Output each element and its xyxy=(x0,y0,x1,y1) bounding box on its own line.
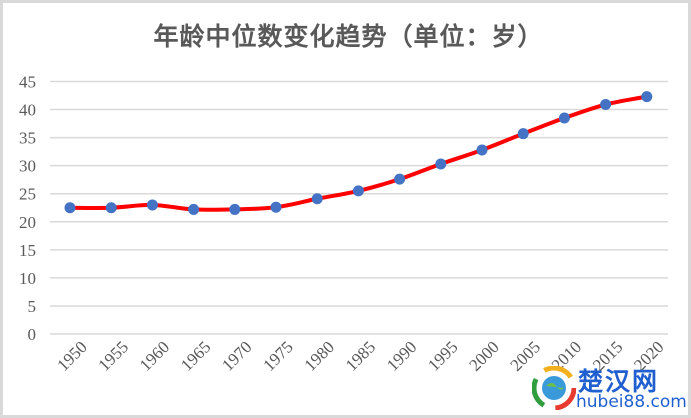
x-tick-label: 1955 xyxy=(95,337,132,374)
data-point xyxy=(188,203,200,215)
y-tick-label: 20 xyxy=(19,213,36,232)
chart-title: 年龄中位数变化趋势（单位：岁） xyxy=(153,22,544,51)
data-point xyxy=(270,201,282,213)
data-point xyxy=(146,199,158,211)
y-tick-label: 45 xyxy=(19,73,36,92)
x-tick-label: 1985 xyxy=(342,337,379,374)
x-tick-label: 1970 xyxy=(218,337,255,374)
watermark-cn: 楚汉网 xyxy=(578,367,660,396)
y-tick-label: 35 xyxy=(19,129,36,148)
data-point xyxy=(641,91,653,103)
data-point xyxy=(105,202,117,214)
x-tick-label: 1960 xyxy=(136,337,173,374)
y-tick-label: 30 xyxy=(19,157,36,176)
data-point xyxy=(311,193,323,205)
x-tick-label: 1965 xyxy=(177,337,214,374)
x-tick-label: 1990 xyxy=(383,337,420,374)
globe-logo-icon xyxy=(532,366,576,410)
y-tick-label: 15 xyxy=(19,241,36,260)
data-point xyxy=(394,173,406,185)
y-tick-label: 0 xyxy=(28,325,37,344)
x-tick-label: 1995 xyxy=(424,337,461,374)
x-tick-label: 2000 xyxy=(465,337,502,374)
data-point xyxy=(64,202,76,214)
data-point xyxy=(558,112,570,124)
data-point xyxy=(229,203,241,215)
data-points xyxy=(64,91,653,215)
y-axis-ticks: 0 5 10 15 20 25 30 35 40 45 xyxy=(19,73,36,345)
data-point xyxy=(435,158,447,170)
data-point xyxy=(476,144,488,156)
y-tick-label: 25 xyxy=(19,185,36,204)
x-tick-label: 1975 xyxy=(259,337,296,374)
x-tick-label: 1950 xyxy=(53,337,90,374)
y-tick-label: 5 xyxy=(28,297,37,316)
watermark: 楚汉网 hubei88.com xyxy=(528,362,688,414)
x-tick-label: 1980 xyxy=(301,337,338,374)
y-tick-label: 10 xyxy=(19,269,36,288)
y-tick-label: 40 xyxy=(19,101,36,120)
data-point xyxy=(517,128,529,140)
data-point xyxy=(600,99,612,111)
data-point xyxy=(352,185,364,197)
gridlines xyxy=(50,80,668,335)
watermark-url: hubei88.com xyxy=(576,392,687,412)
